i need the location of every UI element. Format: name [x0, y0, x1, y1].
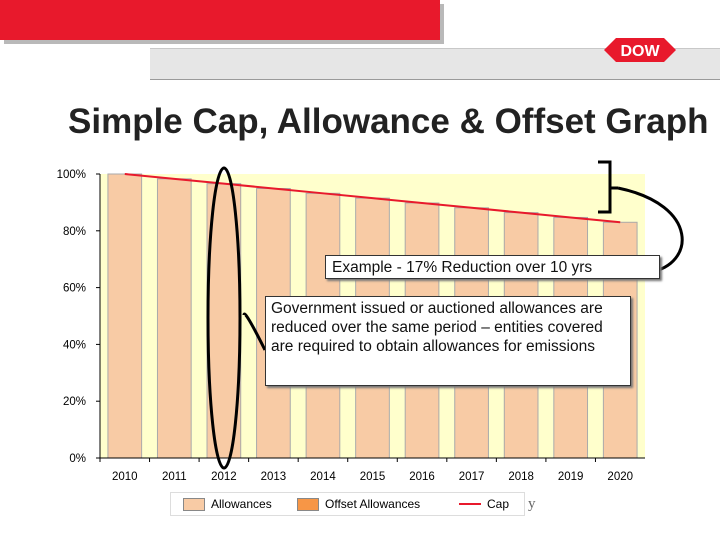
x-tick-label: 2011 — [162, 471, 187, 483]
legend-label-cap: Cap — [487, 497, 510, 511]
legend-item-allowances: Allowances — [183, 497, 272, 511]
x-tick-label: 2010 — [112, 471, 138, 483]
x-tick-label: 2019 — [558, 471, 584, 483]
slide-title: Simple Cap, Allowance & Offset Graph — [68, 102, 709, 141]
cap-line — [124, 173, 621, 224]
legend-item-cap: Cap — [459, 497, 509, 511]
legend-swatch-cap — [459, 503, 481, 505]
x-tick-label: 2012 — [211, 471, 237, 483]
y-tick-label: 0% — [69, 453, 86, 465]
x-tick-label: 2013 — [261, 471, 287, 483]
y-tick-label: 20% — [63, 396, 86, 408]
legend-label-offset: Offset Allowances — [325, 497, 421, 511]
dow-logo: DOW — [604, 38, 676, 62]
bracket-arrow-curve — [617, 186, 684, 274]
x-tick-label: 2014 — [310, 471, 336, 483]
reduction-callout: Example - 17% Reduction over 10 yrs — [325, 255, 660, 279]
x-tick-label: 2016 — [409, 471, 435, 483]
x-axis-ticks: 2010 2011 2012 2013 2014 2015 2016 2017 2018 2019… — [99, 458, 633, 483]
legend-swatch-allowances — [183, 497, 205, 511]
legend-swatch-offset — [297, 497, 319, 511]
svg-text:DOW: DOW — [620, 43, 660, 60]
y-axis-ticks: 0% 20% 40% 60% 80% 100% — [57, 169, 100, 465]
x-tick-label: 2017 — [459, 471, 485, 483]
allowances-callout: Government issued or auctioned allowance… — [265, 296, 631, 386]
callout-pointer — [242, 312, 267, 351]
x-tick-label: 2020 — [607, 471, 633, 483]
cap-bracket — [598, 160, 618, 214]
chart-legend: Allowances Offset Allowances Cap — [170, 492, 525, 516]
legend-label-allowances: Allowances — [211, 497, 272, 511]
header-red-band — [0, 0, 440, 40]
y-tick-label: 100% — [57, 169, 86, 181]
bar-2011 — [156, 178, 192, 459]
legend-item-offset: Offset Allowances — [297, 497, 420, 511]
x-tick-label: 2015 — [360, 471, 386, 483]
y-tick-label: 60% — [63, 283, 86, 295]
y-tick-label: 40% — [63, 339, 86, 351]
bar-2010 — [107, 173, 143, 459]
stray-text: y — [528, 496, 536, 512]
year-2012-ellipse — [206, 166, 242, 470]
y-tick-label: 80% — [63, 226, 86, 238]
axes — [99, 174, 645, 459]
x-tick-label: 2018 — [508, 471, 534, 483]
